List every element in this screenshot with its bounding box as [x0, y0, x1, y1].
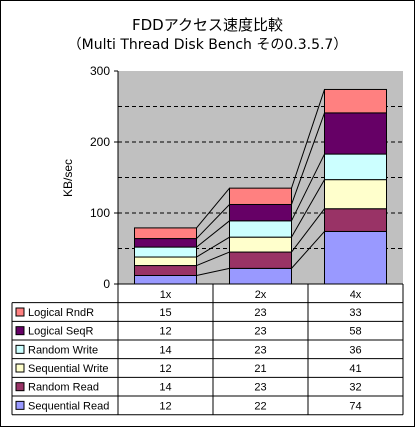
table-category-header: 1x: [160, 289, 172, 301]
series-connector-line: [291, 231, 325, 269]
table-value: 23: [254, 344, 266, 356]
legend-label: Sequential Read: [28, 400, 109, 412]
table-value: 14: [159, 344, 171, 356]
bar-segment-sequential-write: [134, 256, 197, 267]
table-value: 33: [349, 307, 361, 319]
bar-segment-random-write: [134, 246, 197, 258]
legend-swatch: [15, 382, 25, 392]
bar-segment-random-read: [229, 251, 292, 269]
y-tick-label: 300: [90, 64, 110, 78]
table-value: 23: [254, 307, 266, 319]
bar-segment-logical-rndr: [229, 187, 292, 205]
series-connector-line: [196, 204, 230, 239]
bar-segment-logical-seqr: [324, 112, 387, 155]
table-category-header: 4x: [350, 289, 362, 301]
table-value: 32: [349, 382, 361, 394]
bar-segment-sequential-write: [324, 179, 387, 210]
y-tick-label: 0: [103, 277, 110, 291]
table-value: 22: [254, 400, 266, 412]
legend-label: Random Write: [28, 344, 98, 356]
legend-label: Sequential Write: [28, 363, 109, 375]
data-table: 1x 2x 4x Logical RndR 15 23 33 Logical SeqR 12 23…: [11, 284, 404, 416]
legend-swatch: [15, 363, 25, 373]
table-value: 12: [159, 363, 171, 375]
table-value: 58: [349, 326, 361, 338]
legend-label: Logical RndR: [28, 307, 94, 319]
series-connector-line: [196, 267, 230, 276]
table-value: 14: [159, 382, 171, 394]
series-connector-line: [291, 89, 325, 189]
table-category-header: 2x: [255, 289, 267, 301]
bar-segment-random-write: [324, 153, 387, 181]
table-value: 23: [254, 382, 266, 394]
bar-segment-random-read: [134, 265, 197, 276]
bar-segment-sequential-read: [134, 274, 197, 285]
bar-segment-sequential-read: [324, 230, 387, 285]
legend-label: Random Read: [28, 382, 99, 394]
table-value: 15: [159, 307, 171, 319]
table-value: 74: [349, 400, 361, 412]
series-connector-line: [196, 220, 230, 248]
legend-label: Logical SeqR: [28, 326, 93, 338]
bar-segment-logical-seqr: [134, 238, 197, 248]
bar-segment-random-read: [324, 208, 387, 232]
series-connector-line: [291, 153, 325, 222]
legend-swatch: [15, 344, 25, 354]
series-connector-line: [196, 236, 230, 258]
bar-segment-sequential-read: [229, 267, 292, 285]
bar-segment-logical-rndr: [324, 88, 387, 114]
y-tick-label: 200: [90, 135, 110, 149]
series-connector-line: [291, 208, 325, 253]
legend-swatch: [15, 400, 25, 410]
chart-subtitle: （Multi Thread Disk Bench その0.3.5.7）: [67, 37, 348, 53]
bar-segment-sequential-write: [229, 236, 292, 253]
series-connector-line: [291, 112, 325, 205]
chart-title: FDDアクセス速度比較: [132, 16, 283, 34]
series-connector-line: [196, 187, 230, 229]
bar-segment-logical-seqr: [229, 203, 292, 222]
y-tick-label: 100: [90, 206, 110, 220]
table-value: 12: [159, 326, 171, 338]
legend-swatch: [15, 307, 25, 317]
table-value: 41: [349, 363, 361, 375]
plot-area: 0 100 200 300 KB/sec: [61, 64, 403, 291]
table-value: 36: [349, 344, 361, 356]
bar-segment-random-write: [229, 220, 292, 238]
table-value: 12: [159, 400, 171, 412]
y-axis-label: KB/sec: [61, 159, 75, 197]
legend-swatch: [15, 326, 25, 336]
series-connector-line: [291, 179, 325, 238]
table-value: 21: [254, 363, 266, 375]
table-value: 23: [254, 326, 266, 338]
bar-segment-logical-rndr: [134, 227, 197, 240]
series-connector-line: [196, 251, 230, 267]
